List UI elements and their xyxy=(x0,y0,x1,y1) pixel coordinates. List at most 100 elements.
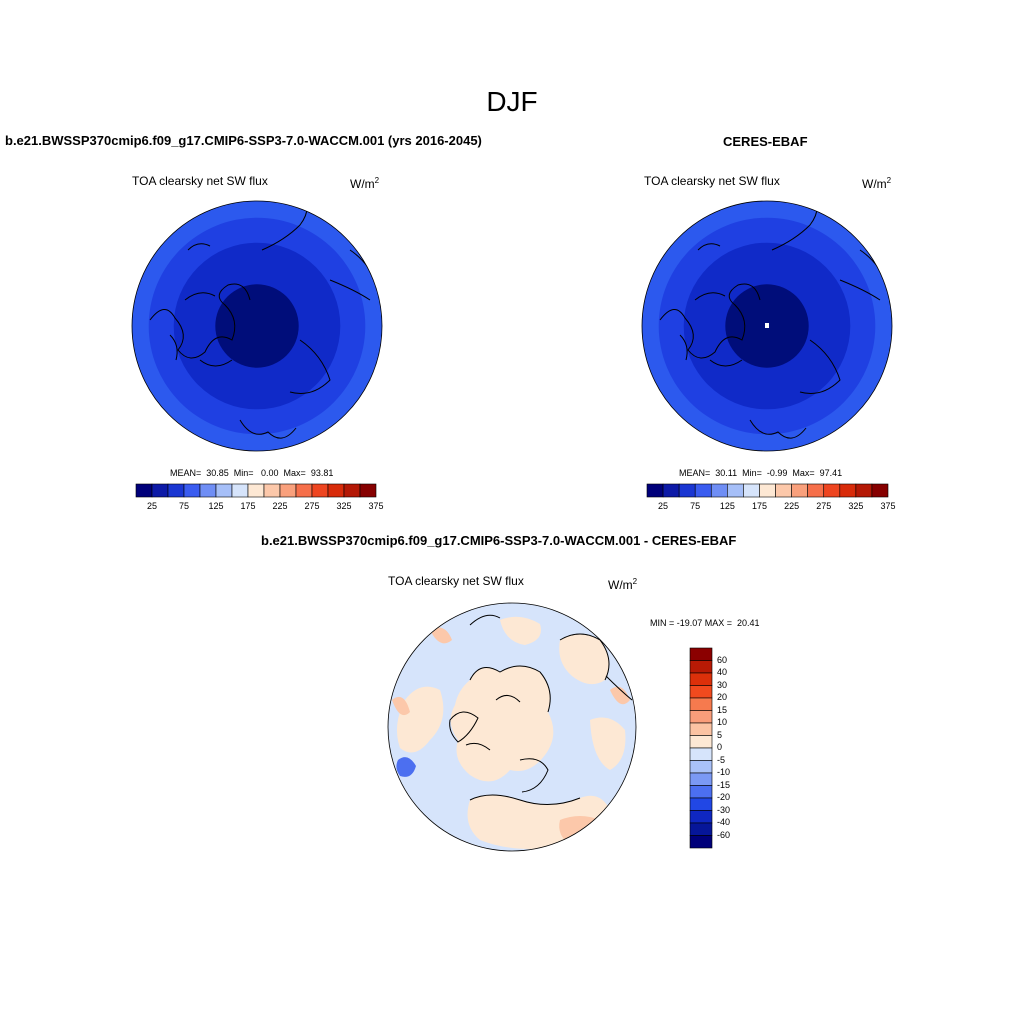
colorbar-swatch xyxy=(694,483,712,498)
flux-contour-ring xyxy=(215,284,299,368)
model-colorbar xyxy=(135,483,377,498)
colorbar-tick-label: 375 xyxy=(880,501,896,511)
colorbar-swatch xyxy=(662,483,680,498)
obs-stats: MEAN= 30.11 Min= -0.99 Max= 97.41 xyxy=(679,468,843,478)
colorbar-swatch xyxy=(678,483,696,498)
colorbar-swatch xyxy=(689,697,713,711)
colorbar-tick-label: 30 xyxy=(717,679,728,690)
colorbar-swatch xyxy=(689,772,713,786)
colorbar-swatch xyxy=(183,483,201,498)
model-map-border xyxy=(131,200,383,452)
obs-colorbar xyxy=(646,483,889,498)
colorbar-swatch xyxy=(327,483,345,498)
colorbar-swatch xyxy=(759,483,776,498)
colorbar-swatch xyxy=(263,483,281,498)
colorbar-swatch xyxy=(689,722,713,736)
colorbar-tick-label: 125 xyxy=(208,501,224,511)
difference-minmax: MIN = -19.07 MAX = 20.41 xyxy=(650,618,760,628)
model-flux-field xyxy=(132,201,382,451)
colorbar-tick-label: -5 xyxy=(717,754,726,765)
colorbar-tick-label: 275 xyxy=(304,501,320,511)
colorbar-tick-label: 125 xyxy=(719,501,735,511)
colorbar-tick-label: -60 xyxy=(717,829,731,840)
colorbar-swatch xyxy=(839,483,857,498)
colorbar-swatch xyxy=(689,835,713,849)
colorbar-swatch xyxy=(279,483,297,498)
obs-coastlines xyxy=(659,201,889,439)
colorbar-tick-label: -15 xyxy=(717,779,731,790)
colorbar-swatch xyxy=(231,483,249,498)
colorbar-swatch xyxy=(743,483,760,498)
colorbar-swatch xyxy=(359,483,377,498)
colorbar-swatch xyxy=(135,483,153,498)
colorbar-tick-label: 75 xyxy=(178,501,189,511)
colorbar-tick-label: 375 xyxy=(368,501,384,511)
colorbar-swatch xyxy=(247,483,265,498)
colorbar-tick-label: 175 xyxy=(751,501,767,511)
colorbar-swatch xyxy=(689,822,713,836)
colorbar-tick-label: 325 xyxy=(336,501,352,511)
colorbar-swatch xyxy=(823,483,841,498)
model-units-label: W/m2 xyxy=(350,176,380,191)
difference-variable-label: TOA clearsky net SW flux xyxy=(388,574,524,588)
colorbar-tick-label: 175 xyxy=(240,501,256,511)
season-title: DJF xyxy=(486,86,538,117)
colorbar-swatch xyxy=(791,483,808,498)
colorbar-swatch xyxy=(689,785,713,799)
colorbar-tick-label: 40 xyxy=(717,667,728,677)
colorbar-tick-label: 60 xyxy=(717,654,728,665)
obs-pole-missing xyxy=(765,323,769,328)
colorbar-swatch xyxy=(727,483,744,498)
colorbar-swatch xyxy=(689,647,713,661)
obs-units-label: W/m2 xyxy=(862,176,892,191)
colorbar-tick-label: 325 xyxy=(848,501,864,511)
colorbar-swatch xyxy=(689,810,713,824)
model-variable-label: TOA clearsky net SW flux xyxy=(132,174,268,188)
model-stats: MEAN= 30.85 Min= 0.00 Max= 93.81 xyxy=(170,468,334,478)
colorbar-swatch xyxy=(215,483,233,498)
difference-panel-title: b.e21.BWSSP370cmip6.f09_g17.CMIP6-SSP3-7… xyxy=(261,533,737,548)
colorbar-tick-label: 10 xyxy=(717,717,728,727)
colorbar-swatch xyxy=(689,672,713,686)
colorbar-swatch xyxy=(689,660,713,674)
colorbar-swatch xyxy=(689,735,713,749)
colorbar-tick-label: 75 xyxy=(690,501,701,511)
colorbar-tick-label: -40 xyxy=(717,817,731,827)
colorbar-tick-label: 0 xyxy=(717,742,723,752)
colorbar-swatch xyxy=(646,483,664,498)
obs-panel-title: CERES-EBAF xyxy=(723,134,808,149)
obs-variable-label: TOA clearsky net SW flux xyxy=(644,174,780,188)
colorbar-tick-label: 25 xyxy=(658,501,669,511)
colorbar-tick-label: 25 xyxy=(146,501,157,511)
colorbar-swatch xyxy=(311,483,329,498)
colorbar-swatch xyxy=(807,483,825,498)
colorbar-tick-label: 15 xyxy=(717,704,728,715)
colorbar-swatch xyxy=(710,483,728,498)
obs-map xyxy=(641,200,893,452)
colorbar-tick-label: 225 xyxy=(272,501,288,511)
difference-negative-patch xyxy=(396,757,416,777)
colorbar-swatch xyxy=(855,483,873,498)
colorbar-tick-label: 20 xyxy=(717,692,728,702)
difference-map xyxy=(387,602,637,852)
model-panel-title: b.e21.BWSSP370cmip6.f09_g17.CMIP6-SSP3-7… xyxy=(5,133,482,148)
difference-map-border xyxy=(387,602,637,852)
colorbar-tick-label: 275 xyxy=(816,501,832,511)
colorbar-tick-label: 225 xyxy=(784,501,800,511)
colorbar-swatch xyxy=(689,685,713,699)
colorbar-swatch xyxy=(689,747,713,761)
colorbar-swatch xyxy=(199,483,217,498)
difference-coastlines xyxy=(449,614,633,805)
colorbar-swatch xyxy=(689,760,713,774)
colorbar-swatch xyxy=(689,710,713,724)
colorbar-tick-label: -20 xyxy=(717,792,731,802)
colorbar-swatch xyxy=(343,483,361,498)
colorbar-swatch xyxy=(151,483,169,498)
colorbar-swatch xyxy=(167,483,185,498)
colorbar-tick-label: -30 xyxy=(717,804,731,815)
obs-map-border xyxy=(641,200,893,452)
colorbar-tick-label: 5 xyxy=(717,729,723,740)
colorbar-swatch xyxy=(871,483,889,498)
colorbar-swatch xyxy=(295,483,313,498)
